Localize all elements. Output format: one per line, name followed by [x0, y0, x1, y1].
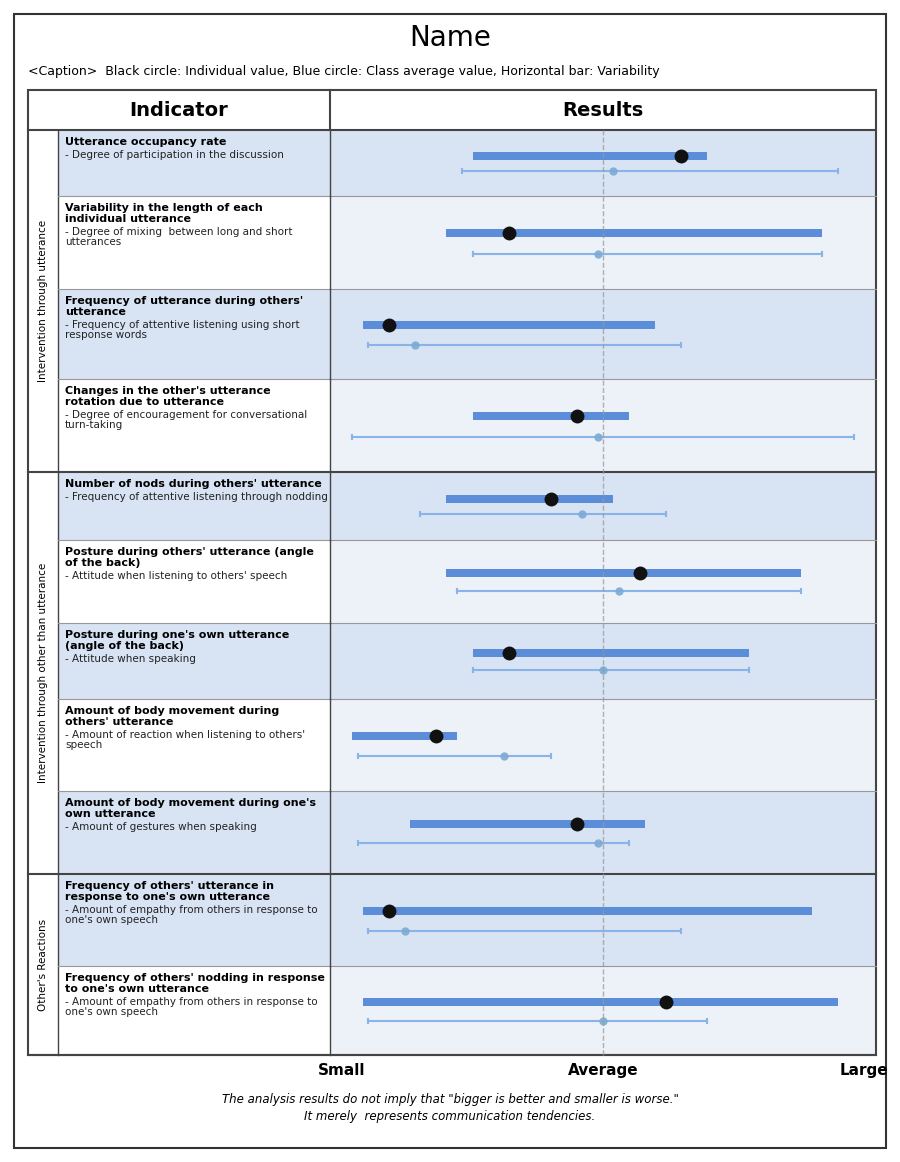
Bar: [330, 379, 876, 473]
Bar: [472, 650, 749, 658]
Bar: [472, 152, 707, 160]
Text: turn-taking: turn-taking: [65, 419, 123, 430]
Bar: [330, 130, 876, 195]
Text: Small: Small: [319, 1063, 365, 1078]
Bar: [330, 195, 876, 289]
Text: Intervention through other than utterance: Intervention through other than utteranc…: [38, 564, 48, 783]
Text: Utterance occupancy rate: Utterance occupancy rate: [65, 137, 227, 148]
Text: - Attitude when listening to others' speech: - Attitude when listening to others' spe…: [65, 571, 287, 581]
Text: The analysis results do not imply that "bigger is better and smaller is worse.": The analysis results do not imply that "…: [221, 1093, 679, 1106]
Text: - Frequency of attentive listening through nodding: - Frequency of attentive listening throu…: [65, 493, 328, 502]
Text: It merely  represents communication tendencies.: It merely represents communication tende…: [304, 1110, 596, 1122]
Bar: [58, 874, 330, 966]
Bar: [330, 791, 876, 874]
Bar: [446, 495, 614, 503]
Text: Frequency of others' nodding in response: Frequency of others' nodding in response: [65, 973, 325, 983]
Text: one's own speech: one's own speech: [65, 1007, 158, 1017]
Text: Posture during others' utterance (angle: Posture during others' utterance (angle: [65, 547, 314, 557]
Text: Variability in the length of each: Variability in the length of each: [65, 202, 263, 213]
Text: - Amount of gestures when speaking: - Amount of gestures when speaking: [65, 823, 256, 832]
Bar: [58, 130, 330, 195]
Text: others' utterance: others' utterance: [65, 717, 174, 727]
Bar: [28, 89, 876, 1055]
Bar: [363, 321, 655, 329]
Text: Indicator: Indicator: [130, 100, 229, 120]
Bar: [472, 413, 629, 421]
Text: - Degree of participation in the discussion: - Degree of participation in the discuss…: [65, 150, 284, 160]
Bar: [58, 473, 330, 540]
Text: utterances: utterances: [65, 237, 122, 246]
Text: Results: Results: [562, 100, 644, 120]
Text: response words: response words: [65, 330, 147, 340]
Text: Frequency of utterance during others': Frequency of utterance during others': [65, 296, 303, 307]
Bar: [330, 700, 876, 791]
Text: - Amount of reaction when listening to others': - Amount of reaction when listening to o…: [65, 731, 305, 740]
Bar: [446, 229, 823, 237]
Text: one's own speech: one's own speech: [65, 914, 158, 925]
Text: rotation due to utterance: rotation due to utterance: [65, 396, 224, 407]
Text: Amount of body movement during: Amount of body movement during: [65, 706, 279, 717]
Text: Posture during one's own utterance: Posture during one's own utterance: [65, 630, 289, 639]
Text: speech: speech: [65, 740, 103, 751]
Bar: [330, 623, 876, 700]
Bar: [330, 874, 876, 966]
Text: Frequency of others' utterance in: Frequency of others' utterance in: [65, 881, 274, 891]
Bar: [28, 89, 876, 130]
Text: <Caption>  Black circle: Individual value, Blue circle: Class average value, Hor: <Caption> Black circle: Individual value…: [28, 65, 660, 79]
Text: - Degree of mixing  between long and short: - Degree of mixing between long and shor…: [65, 227, 292, 237]
Text: Large: Large: [840, 1063, 888, 1078]
Text: - Amount of empathy from others in response to: - Amount of empathy from others in respo…: [65, 905, 318, 914]
Text: - Frequency of attentive listening using short: - Frequency of attentive listening using…: [65, 321, 300, 330]
Text: - Degree of encouragement for conversational: - Degree of encouragement for conversati…: [65, 410, 307, 419]
Bar: [58, 289, 330, 379]
Text: Number of nods during others' utterance: Number of nods during others' utterance: [65, 480, 322, 489]
Text: to one's own utterance: to one's own utterance: [65, 984, 209, 994]
Text: - Amount of empathy from others in response to: - Amount of empathy from others in respo…: [65, 997, 318, 1007]
Text: utterance: utterance: [65, 308, 126, 317]
Bar: [330, 966, 876, 1055]
Bar: [330, 289, 876, 379]
Bar: [330, 540, 876, 623]
Text: Amount of body movement during one's: Amount of body movement during one's: [65, 798, 316, 809]
Bar: [353, 732, 457, 740]
Text: Average: Average: [568, 1063, 638, 1078]
Text: Intervention through utterance: Intervention through utterance: [38, 220, 48, 382]
Bar: [58, 791, 330, 874]
Text: own utterance: own utterance: [65, 810, 156, 819]
Bar: [410, 820, 644, 829]
Text: individual utterance: individual utterance: [65, 214, 191, 223]
Text: response to one's own utterance: response to one's own utterance: [65, 892, 270, 902]
Text: - Attitude when speaking: - Attitude when speaking: [65, 653, 196, 664]
Bar: [58, 623, 330, 700]
Bar: [363, 906, 812, 914]
Text: Name: Name: [410, 24, 490, 52]
Bar: [363, 997, 838, 1005]
Bar: [446, 569, 801, 578]
Text: Changes in the other's utterance: Changes in the other's utterance: [65, 386, 271, 395]
Bar: [330, 473, 876, 540]
Text: (angle of the back): (angle of the back): [65, 640, 184, 651]
Text: of the back): of the back): [65, 558, 140, 568]
Text: Other's Reactions: Other's Reactions: [38, 918, 48, 1011]
